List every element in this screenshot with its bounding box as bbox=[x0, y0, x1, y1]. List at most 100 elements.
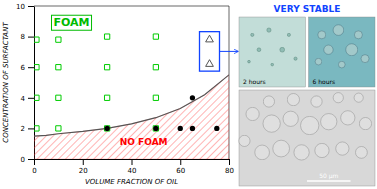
tick-mark bbox=[34, 159, 35, 165]
bubble bbox=[354, 93, 363, 102]
y-axis: 0 2 4 6 8 10 bbox=[16, 3, 34, 164]
droplet bbox=[324, 45, 333, 54]
arrow bbox=[220, 51, 239, 52]
scale-label: 50 μm bbox=[319, 172, 338, 180]
point-triangle bbox=[206, 35, 214, 42]
tick-label: 2 bbox=[21, 125, 25, 133]
point-square bbox=[104, 34, 109, 39]
point-square bbox=[153, 126, 158, 131]
frame bbox=[34, 6, 229, 7]
tick: 20 bbox=[79, 159, 88, 175]
hatched-area bbox=[34, 75, 229, 159]
point-square bbox=[34, 95, 39, 100]
bubble bbox=[359, 117, 371, 129]
bubble bbox=[341, 111, 355, 125]
tick: 40 bbox=[128, 159, 137, 175]
bubble bbox=[263, 115, 280, 132]
bubble bbox=[239, 135, 250, 146]
tick-label: 40 bbox=[128, 167, 137, 175]
tick-label: 4 bbox=[21, 95, 26, 103]
point-square bbox=[153, 95, 158, 100]
tick: 2 bbox=[21, 125, 34, 133]
point-square bbox=[56, 65, 61, 70]
plot: 0204060800246810FOAMNO FOAM bbox=[16, 3, 234, 175]
tick-mark bbox=[180, 159, 181, 165]
droplet bbox=[354, 31, 362, 39]
tick: 0 bbox=[32, 159, 36, 175]
tick: 8 bbox=[21, 33, 34, 41]
photo-panel: VERY STABLE2 hours6 hours50 μm bbox=[239, 4, 375, 186]
bubble bbox=[311, 96, 322, 107]
droplet bbox=[257, 48, 261, 52]
bubble bbox=[333, 93, 343, 103]
annotation-box bbox=[52, 15, 92, 30]
tick: 10 bbox=[16, 3, 34, 11]
point-square bbox=[104, 65, 109, 70]
droplet bbox=[248, 60, 251, 63]
tick-mark bbox=[28, 37, 34, 38]
point-circle bbox=[190, 126, 195, 131]
bubble bbox=[263, 96, 274, 107]
tick-label: 0 bbox=[32, 167, 36, 175]
bubble bbox=[287, 93, 299, 105]
tick: 80 bbox=[225, 159, 234, 175]
bubble bbox=[283, 111, 298, 126]
point-square bbox=[153, 65, 158, 70]
droplet bbox=[338, 61, 345, 68]
droplet bbox=[315, 58, 322, 65]
point-square bbox=[34, 126, 39, 131]
bubble bbox=[336, 142, 349, 155]
tick-mark bbox=[28, 98, 34, 99]
point-circle bbox=[190, 95, 195, 100]
bubble bbox=[255, 145, 270, 160]
bubble bbox=[273, 140, 290, 157]
droplet bbox=[318, 31, 326, 39]
tick-label: 0 bbox=[21, 156, 25, 164]
tick: 4 bbox=[21, 95, 34, 103]
tick-label: 10 bbox=[16, 3, 25, 11]
point-circle bbox=[153, 126, 158, 131]
droplet bbox=[346, 44, 358, 56]
tick-label: 8 bbox=[21, 33, 25, 41]
panel-title: VERY STABLE bbox=[274, 4, 341, 14]
bubble bbox=[321, 114, 337, 130]
droplet bbox=[333, 25, 344, 36]
y-axis-title: CONCENTRATION OF SURFACTANT bbox=[2, 22, 10, 143]
tick-mark bbox=[132, 159, 133, 165]
annotation: FOAM bbox=[54, 16, 90, 29]
tick-mark bbox=[28, 128, 34, 129]
droplet bbox=[280, 47, 285, 52]
droplet bbox=[287, 33, 290, 36]
bubble bbox=[355, 146, 367, 158]
point-circle bbox=[214, 126, 219, 131]
tick-mark bbox=[28, 67, 34, 68]
point-square bbox=[34, 65, 39, 70]
tick-mark bbox=[229, 159, 230, 165]
point-square bbox=[56, 95, 61, 100]
annotation: NO FOAM bbox=[120, 137, 168, 147]
tick-mark bbox=[28, 6, 34, 7]
bubble bbox=[301, 116, 319, 134]
point-square bbox=[56, 126, 61, 131]
point-square bbox=[104, 126, 109, 131]
tick: 0 bbox=[21, 156, 34, 164]
x-axis: 020406080 bbox=[32, 159, 234, 175]
bubble bbox=[294, 145, 309, 160]
tick-label: 6 bbox=[21, 64, 26, 72]
droplet bbox=[267, 28, 271, 32]
chart: 0204060800246810FOAMNO FOAMVOLUME FRACTI… bbox=[0, 0, 377, 189]
photo bbox=[239, 17, 306, 87]
boundary-line bbox=[34, 75, 229, 136]
point-square bbox=[56, 37, 61, 42]
photo bbox=[239, 90, 375, 186]
point-circle bbox=[178, 126, 183, 131]
tick-label: 80 bbox=[225, 167, 234, 175]
droplet bbox=[251, 33, 254, 36]
scale-bar bbox=[307, 180, 351, 182]
droplet bbox=[361, 55, 369, 63]
droplet bbox=[271, 63, 274, 66]
tick-label: 20 bbox=[79, 167, 88, 175]
photo bbox=[309, 17, 376, 87]
droplet bbox=[294, 57, 297, 60]
point-circle bbox=[104, 126, 109, 131]
